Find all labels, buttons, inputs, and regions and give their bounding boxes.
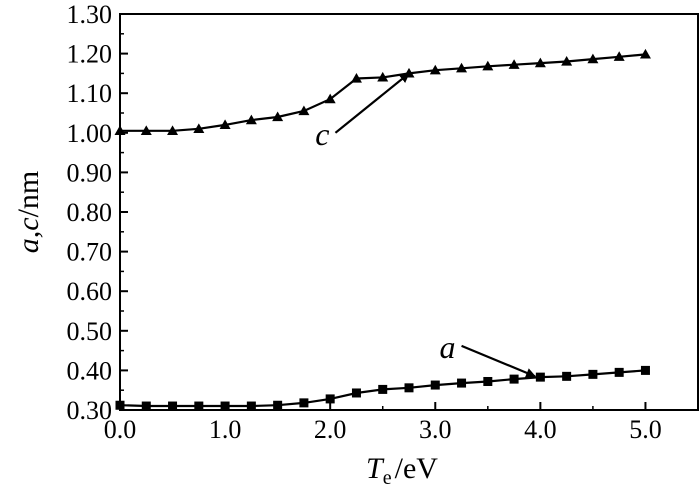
annotations: ca xyxy=(315,72,537,378)
data-point-a xyxy=(220,401,230,411)
y-tick-label: 0.90 xyxy=(67,158,113,187)
y-tick-label: 0.60 xyxy=(67,277,113,306)
series-line-c xyxy=(120,53,646,132)
x-tick-label: 1.0 xyxy=(209,415,242,444)
x-tick-label: 5.0 xyxy=(629,415,662,444)
data-point-c xyxy=(245,114,257,125)
data-point-c xyxy=(639,48,651,59)
data-point-c xyxy=(534,57,546,68)
y-tick-label: 0.80 xyxy=(67,198,113,227)
annotation-label-c: c xyxy=(315,116,329,152)
x-tick-label: 4.0 xyxy=(524,415,557,444)
y-tick-label: 0.30 xyxy=(67,396,113,425)
data-point-a xyxy=(168,401,178,411)
data-point-c xyxy=(167,125,179,135)
data-point-c xyxy=(193,123,205,133)
y-tick-label: 1.00 xyxy=(67,119,113,148)
y-axis-title: a,c/nm xyxy=(12,171,45,254)
data-point-a xyxy=(483,376,493,386)
data-point-c xyxy=(456,62,468,73)
data-point-a xyxy=(614,367,624,377)
data-point-a xyxy=(535,372,545,382)
data-point-c xyxy=(114,125,126,135)
data-point-a xyxy=(351,388,361,398)
data-point-a xyxy=(299,398,309,408)
data-point-c xyxy=(508,59,520,69)
data-point-a xyxy=(430,380,440,390)
data-point-a xyxy=(325,394,335,404)
annotation-label-a: a xyxy=(440,329,456,365)
data-point-a xyxy=(457,378,467,388)
data-point-a xyxy=(640,365,650,375)
data-point-a xyxy=(115,400,125,410)
data-point-c xyxy=(482,60,494,71)
data-point-c xyxy=(298,105,310,116)
data-point-c xyxy=(587,53,599,64)
data-point-c xyxy=(219,119,231,130)
x-tick-label: 2.0 xyxy=(314,415,347,444)
ticks: 0.0 1.0 2.0 3.0 4.0 5.0 0.30 0.40 0.50 0.60 0.70 0.… xyxy=(67,0,662,444)
data-point-a xyxy=(588,369,598,379)
x-tick-label: 0.0 xyxy=(104,415,137,444)
data-point-c xyxy=(324,93,336,104)
y-tick-label: 0.50 xyxy=(67,317,113,346)
data-point-c xyxy=(140,125,152,135)
annotation-arrow-c xyxy=(334,72,410,134)
data-point-a xyxy=(404,383,414,393)
data-point-c xyxy=(272,111,284,122)
y-tick-label: 0.40 xyxy=(67,356,113,385)
x-axis-title: Te/eV xyxy=(366,452,438,489)
series-layer xyxy=(114,48,651,411)
data-point-a xyxy=(141,401,151,411)
data-point-a xyxy=(194,401,204,411)
data-point-a xyxy=(246,401,256,411)
data-point-a xyxy=(378,384,388,394)
data-point-c xyxy=(377,71,389,82)
data-point-c xyxy=(429,64,441,75)
annotation-arrow-a xyxy=(461,344,537,378)
data-point-a xyxy=(509,374,519,384)
y-tick-label: 1.30 xyxy=(67,0,113,29)
data-point-c xyxy=(613,51,625,61)
data-point-a xyxy=(273,400,283,410)
data-point-c xyxy=(350,73,362,83)
y-tick-label: 1.10 xyxy=(67,79,113,108)
data-point-c xyxy=(561,56,573,66)
x-tick-label: 3.0 xyxy=(419,415,452,444)
y-tick-label: 0.70 xyxy=(67,238,113,267)
y-tick-label: 1.20 xyxy=(67,40,113,69)
data-point-a xyxy=(562,371,572,381)
